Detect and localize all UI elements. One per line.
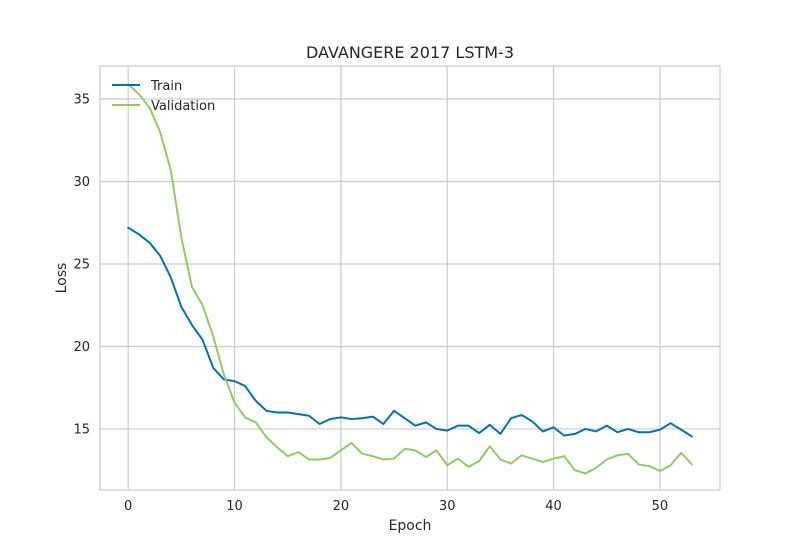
x-axis-title: Epoch	[389, 518, 432, 534]
y-axis-title: Loss	[54, 263, 70, 294]
x-tick-label: 10	[226, 499, 243, 514]
x-tick-label: 50	[652, 499, 669, 514]
x-tick-label: 30	[439, 499, 456, 514]
chart-title: DAVANGERE 2017 LSTM-3	[306, 43, 514, 62]
legend-label-validation: Validation	[151, 99, 215, 114]
legend-label-train: Train	[150, 79, 182, 94]
x-tick-label: 20	[333, 499, 350, 514]
series-lines	[127, 83, 693, 475]
y-tick-label: 25	[73, 257, 90, 272]
grid	[100, 66, 720, 490]
y-tick-label: 20	[73, 340, 90, 355]
y-tick-label: 30	[73, 175, 90, 190]
x-tick-label: 40	[545, 499, 562, 514]
y-tick-label: 15	[73, 422, 90, 437]
series-line-train	[127, 226, 693, 438]
tick-labels: 0 10 20 30 40 50 15 20 25 30 35	[73, 92, 668, 514]
plot-frame	[99, 65, 721, 491]
x-tick-label: 0	[124, 499, 132, 514]
legend: Train Validation	[112, 79, 215, 114]
series-line-validation	[127, 83, 693, 475]
y-tick-label: 35	[73, 92, 90, 107]
